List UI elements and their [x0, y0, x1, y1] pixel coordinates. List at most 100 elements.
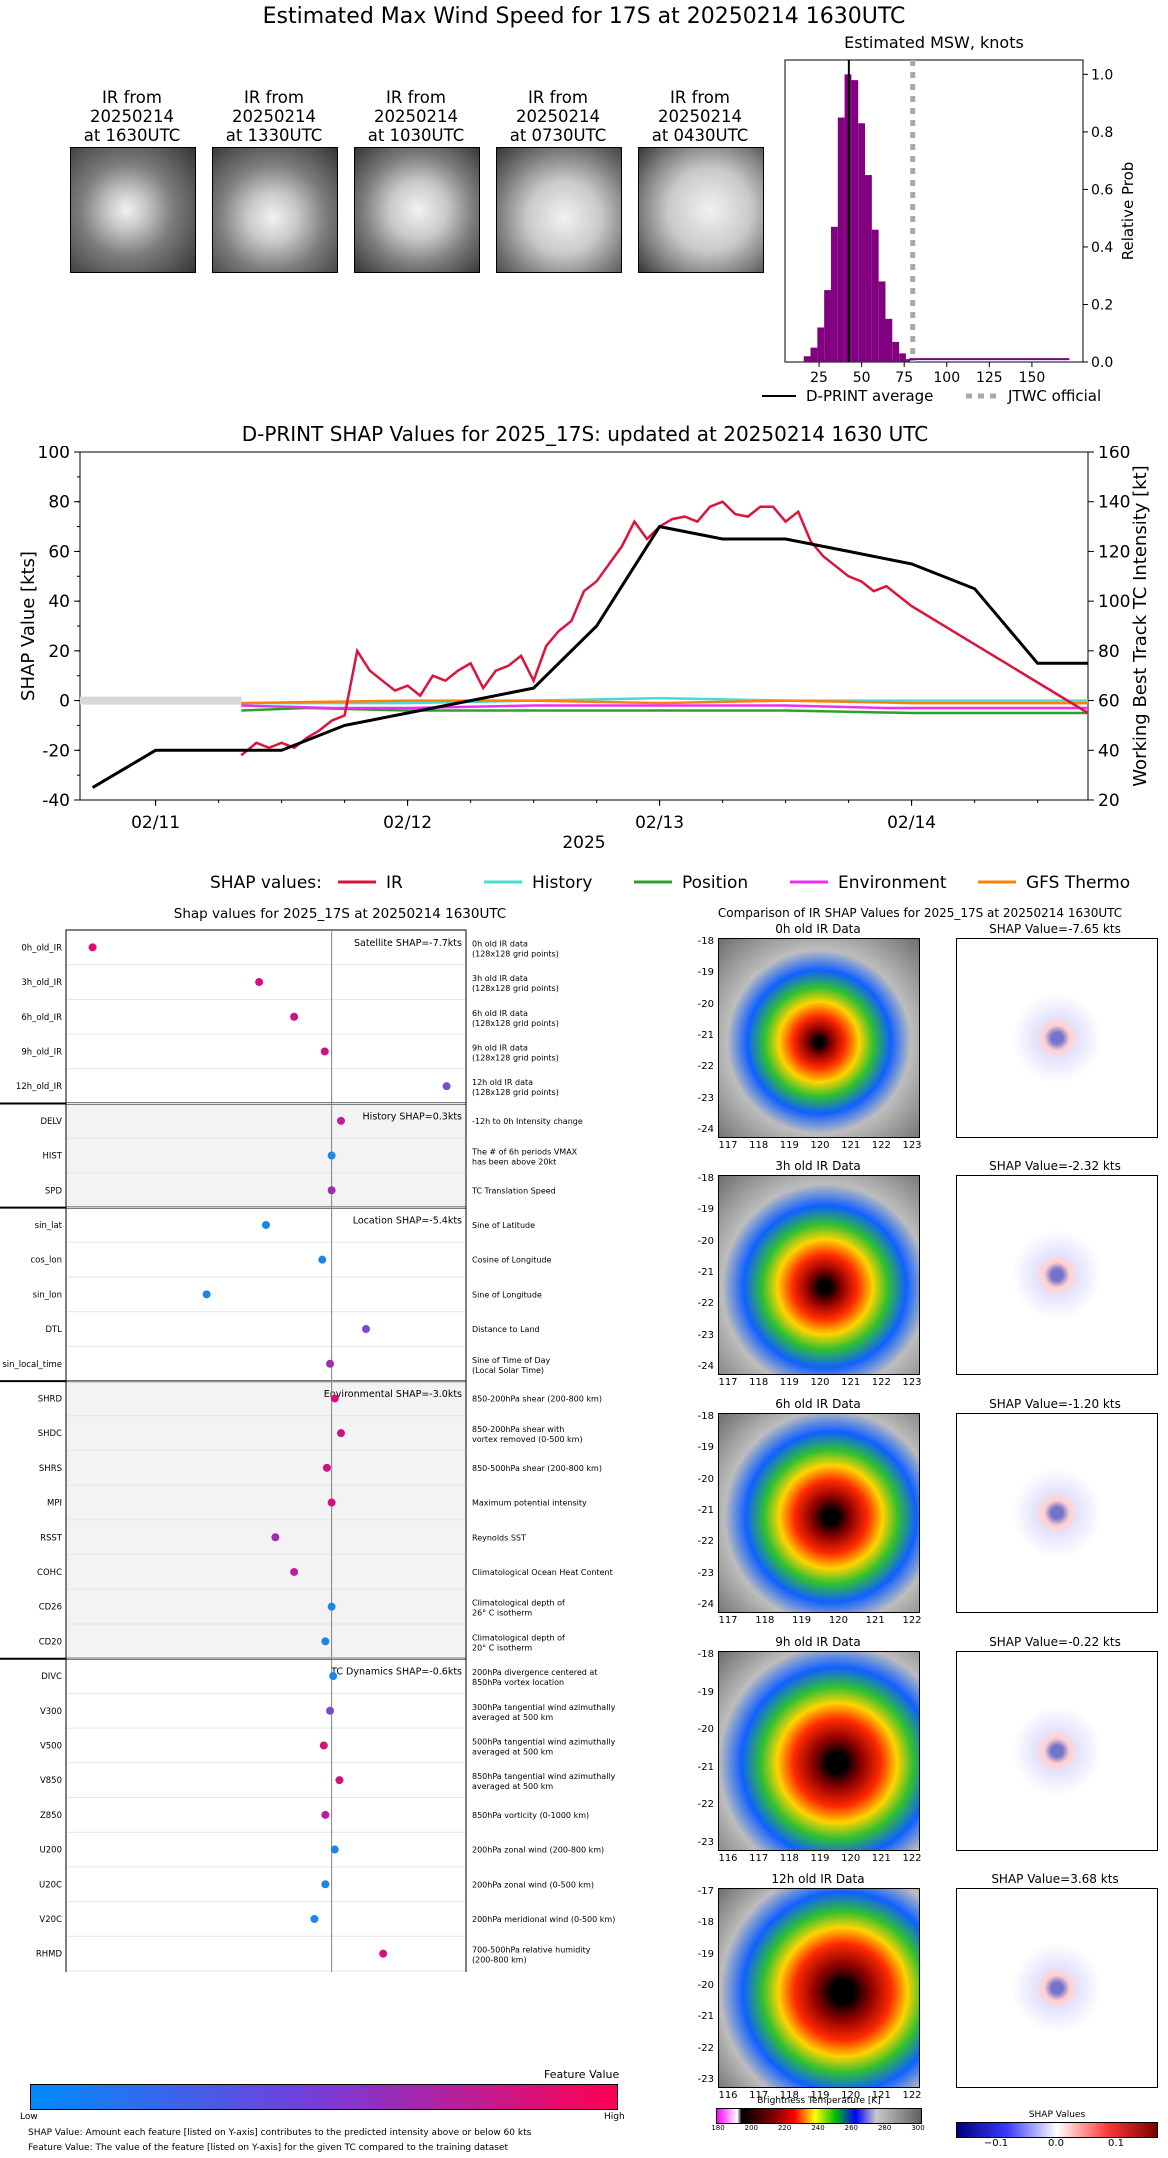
ir-x-tick: 118 — [749, 1140, 769, 1151]
ir-thumb-label-line: IR from — [670, 88, 730, 107]
series-line-gfs — [241, 699, 1088, 705]
feature-point — [327, 1498, 336, 1507]
ir-x-tick: 118 — [755, 1615, 775, 1626]
feature-point — [335, 1776, 344, 1785]
ir-y-tick: -18 — [697, 1411, 714, 1422]
ir-panel-title: 0h old IR Data — [775, 922, 861, 936]
histogram-bar — [810, 347, 818, 362]
main-title: Estimated Max Wind Speed for 17S at 2025… — [262, 4, 906, 29]
timeseries-frame — [79, 451, 1089, 801]
right-tick-label: 100 — [1098, 592, 1130, 612]
ir-thumb-label-line: 20250214 — [658, 107, 742, 126]
feature-point — [327, 1186, 336, 1195]
feature-value-colorbar — [30, 2084, 618, 2110]
x-tick-label: 02/13 — [635, 813, 684, 833]
feature-name: V20C — [39, 1915, 62, 1925]
histogram-bar — [858, 123, 866, 363]
histogram-y-tick-label: 1.0 — [1091, 67, 1113, 83]
ir-y-tick: -18 — [697, 936, 714, 947]
histogram-y-tick-label: 0.8 — [1091, 125, 1113, 141]
histogram-y-tick-label: 0.0 — [1091, 355, 1113, 371]
ir-y-tick: -19 — [697, 1442, 714, 1454]
feature-point — [322, 1463, 331, 1472]
feature-group-bg — [66, 930, 466, 1104]
shap-panel-title: SHAP Value=-0.22 kts — [989, 1635, 1121, 1649]
feature-desc: Distance to Land — [472, 1325, 540, 1334]
feature-value-title: Feature Value — [544, 2068, 620, 2081]
ir-x-tick: 122 — [902, 2090, 922, 2101]
feature-point — [329, 1672, 338, 1681]
feature-point — [442, 1082, 451, 1091]
shap-heatmap — [956, 1651, 1158, 1851]
tc-intensity-line — [91, 524, 1088, 789]
feature-point — [321, 1637, 330, 1646]
shap-values-colorbar — [956, 2122, 1158, 2138]
ir-x-tick: 120 — [810, 1377, 830, 1388]
feature-point — [330, 1845, 339, 1854]
feature-name: RSST — [40, 1533, 63, 1543]
ir-thumb-label-line: at 1030UTC — [367, 126, 465, 145]
histogram-bar — [830, 226, 838, 362]
feature-name: DIVC — [41, 1672, 62, 1682]
feature-desc: Reynolds SST — [472, 1533, 526, 1542]
ir-x-tick: 123 — [902, 1140, 922, 1151]
scatter-title: Shap values for 2025_17S at 20250214 163… — [173, 906, 507, 922]
feature-desc: averaged at 500 km — [472, 1713, 553, 1722]
feature-group-label: TC Dynamics SHAP=-0.6kts — [330, 1667, 462, 1678]
ir-thumb-label: IR from 20250214 at 1630UTC — [67, 88, 197, 145]
shap-values-colorbar-label: SHAP Values — [1028, 2110, 1086, 2120]
feature-desc: Climatological Ocean Heat Content — [472, 1568, 613, 1577]
shap-values-colorbar-ticks: −0.1 0.0 0.1 — [956, 2138, 1158, 2152]
footnote-feature: Feature Value: The value of the feature … — [28, 2143, 509, 2153]
feature-point — [310, 1914, 319, 1923]
feature-desc: TC Translation Speed — [471, 1186, 556, 1195]
brightness-temp-colorbar — [716, 2108, 922, 2124]
feature-desc: 850-200hPa shear with — [472, 1425, 564, 1434]
ir-thumb-label-line: IR from — [386, 88, 446, 107]
ir-y-tick: -23 — [697, 1329, 714, 1341]
feature-name: CD20 — [39, 1637, 62, 1647]
feature-desc: 500hPa tangential wind azimuthally — [472, 1737, 616, 1746]
series-line-environment — [241, 704, 1088, 710]
feature-point — [326, 1359, 335, 1368]
feature-name: COHC — [37, 1568, 62, 1578]
histogram-bar — [865, 175, 872, 362]
x-tick-label: 02/12 — [383, 813, 432, 833]
left-tick-label: -20 — [42, 741, 70, 761]
feature-name: 6h_old_IR — [21, 1013, 62, 1023]
ir-y-tick: -21 — [697, 1761, 714, 1773]
histogram-bar — [803, 356, 811, 362]
feature-value-high: High — [604, 2112, 625, 2122]
ir-y-tick: -23 — [697, 2074, 714, 2085]
right-tick-label: 60 — [1098, 692, 1120, 712]
ir-x-tick: 116 — [718, 2090, 738, 2101]
ir-x-tick: 120 — [828, 1615, 848, 1626]
feature-desc: (128x128 grid points) — [472, 984, 559, 993]
ir-heatmap — [718, 1888, 920, 2088]
feature-point — [321, 1810, 330, 1819]
ir-thumb-label-line: IR from — [244, 88, 304, 107]
timeseries-x-label: 2025 — [562, 833, 605, 853]
feature-name: 0h_old_IR — [21, 943, 62, 953]
feature-name: DTL — [46, 1325, 63, 1335]
ir-x-tick: 118 — [779, 2090, 799, 2101]
shap-timeseries: -40 -20 0 20 40 60 80 100 20 40 60 80 100 120 140 160 02… — [18, 446, 1151, 893]
feature-name: RHMD — [36, 1950, 63, 1960]
ir-x-tick: 122 — [871, 1140, 891, 1151]
ir-x-tick: 117 — [749, 2090, 769, 2101]
comparison-title: Comparison of IR SHAP Values for 2025_17… — [717, 906, 1123, 920]
ir-x-tick: 120 — [810, 1140, 830, 1151]
feature-desc: (128x128 grid points) — [472, 1053, 559, 1062]
feature-desc: The # of 6h periods VMAX — [471, 1148, 578, 1157]
bt-tick: 300 — [911, 2124, 925, 2132]
feature-point — [255, 978, 264, 987]
ir-y-tick: -19 — [697, 1686, 714, 1698]
feature-desc: Climatological depth of — [472, 1633, 565, 1642]
feature-name: HIST — [43, 1152, 63, 1162]
feature-name: V300 — [40, 1707, 62, 1717]
ir-heatmap — [718, 1175, 920, 1375]
left-tick-label: 60 — [48, 542, 70, 562]
feature-point — [362, 1325, 370, 1334]
shap-panel-title: SHAP Value=-1.20 kts — [989, 1397, 1121, 1411]
ir-y-tick: -22 — [697, 1799, 714, 1811]
